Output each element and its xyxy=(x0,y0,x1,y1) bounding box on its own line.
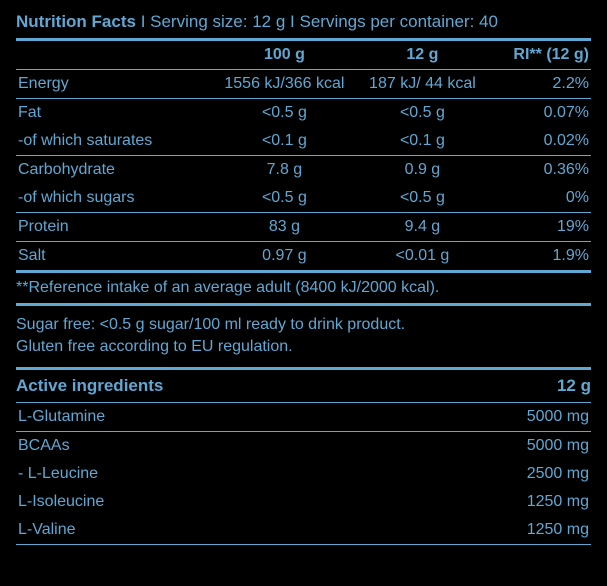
row-100g: 1556 kJ/366 kcal xyxy=(212,70,358,98)
free-notes: Sugar free: <0.5 g sugar/100 ml ready to… xyxy=(16,306,591,367)
nutrition-row: Carbohydrate7.8 g0.9 g0.36% xyxy=(16,156,591,184)
active-amount: 1250 mg xyxy=(349,516,591,544)
ri-note: **Reference intake of an average adult (… xyxy=(16,273,591,303)
row-label: Fat xyxy=(16,99,212,127)
row-ri: 0.02% xyxy=(488,127,592,155)
active-amount: 1250 mg xyxy=(349,488,591,516)
row-ri: 0.36% xyxy=(488,156,592,184)
row-12g: <0.5 g xyxy=(357,184,487,212)
header-title: Nutrition Facts xyxy=(16,12,136,31)
row-100g: 0.97 g xyxy=(212,242,358,270)
active-label: L-Glutamine xyxy=(16,403,349,431)
active-row: L-Isoleucine1250 mg xyxy=(16,488,591,516)
row-12g: 187 kJ/ 44 kcal xyxy=(357,70,487,98)
divider-text: I xyxy=(141,12,150,31)
row-12g: 0.9 g xyxy=(357,156,487,184)
row-ri: 0% xyxy=(488,184,592,212)
active-label: L-Valine xyxy=(16,516,349,544)
col-12g: 12 g xyxy=(357,41,487,69)
row-100g: 83 g xyxy=(212,213,358,241)
nutrition-row: Fat<0.5 g<0.5 g0.07% xyxy=(16,99,591,127)
active-row: BCAAs5000 mg xyxy=(16,432,591,460)
serving-size-label: Serving size: xyxy=(150,12,247,31)
row-100g: 7.8 g xyxy=(212,156,358,184)
row-100g: <0.5 g xyxy=(212,184,358,212)
row-ri: 2.2% xyxy=(488,70,592,98)
active-label: BCAAs xyxy=(16,432,349,460)
row-ri: 19% xyxy=(488,213,592,241)
gluten-free-note: Gluten free according to EU regulation. xyxy=(16,336,591,358)
active-amount: 2500 mg xyxy=(349,460,591,488)
row-ri: 0.07% xyxy=(488,99,592,127)
col-ri: RI** (12 g) xyxy=(488,41,592,69)
servings-label: Servings per container: xyxy=(299,12,474,31)
active-label: L-Isoleucine xyxy=(16,488,349,516)
nutrition-row: -of which saturates<0.1 g<0.1 g0.02% xyxy=(16,127,591,155)
nutrition-table: 100 g 12 g RI** (12 g) Energy1556 kJ/366… xyxy=(16,41,591,273)
row-label: Energy xyxy=(16,70,212,98)
active-row: - L-Leucine2500 mg xyxy=(16,460,591,488)
row-label: Protein xyxy=(16,213,212,241)
nutrition-panel: Nutrition Facts I Serving size: 12 g I S… xyxy=(0,0,607,586)
row-12g: 9.4 g xyxy=(357,213,487,241)
row-label: Salt xyxy=(16,242,212,270)
active-ingredients-header: Active ingredients 12 g xyxy=(16,370,591,402)
active-col: 12 g xyxy=(557,376,591,396)
sugar-free-note: Sugar free: <0.5 g sugar/100 ml ready to… xyxy=(16,314,591,336)
active-row: L-Glutamine5000 mg xyxy=(16,403,591,431)
separator xyxy=(16,544,591,545)
row-12g: <0.01 g xyxy=(357,242,487,270)
header-line: Nutrition Facts I Serving size: 12 g I S… xyxy=(16,12,591,38)
active-amount: 5000 mg xyxy=(349,403,591,431)
col-100g: 100 g xyxy=(212,41,358,69)
column-header-row: 100 g 12 g RI** (12 g) xyxy=(16,41,591,69)
active-ingredients-table: L-Glutamine5000 mgBCAAs5000 mg- L-Leucin… xyxy=(16,403,591,545)
nutrition-row: Energy1556 kJ/366 kcal187 kJ/ 44 kcal2.2… xyxy=(16,70,591,98)
nutrition-row: Protein83 g9.4 g19% xyxy=(16,213,591,241)
row-100g: <0.1 g xyxy=(212,127,358,155)
serving-size-value: 12 g xyxy=(252,12,285,31)
active-amount: 5000 mg xyxy=(349,432,591,460)
row-label: Carbohydrate xyxy=(16,156,212,184)
row-100g: <0.5 g xyxy=(212,99,358,127)
active-label: - L-Leucine xyxy=(16,460,349,488)
row-label: -of which sugars xyxy=(16,184,212,212)
row-12g: <0.5 g xyxy=(357,99,487,127)
nutrition-row: Salt0.97 g<0.01 g1.9% xyxy=(16,242,591,270)
nutrition-row: -of which sugars<0.5 g<0.5 g0% xyxy=(16,184,591,212)
row-12g: <0.1 g xyxy=(357,127,487,155)
active-row: L-Valine1250 mg xyxy=(16,516,591,544)
row-ri: 1.9% xyxy=(488,242,592,270)
active-title: Active ingredients xyxy=(16,376,163,396)
row-label: -of which saturates xyxy=(16,127,212,155)
servings-value: 40 xyxy=(479,12,498,31)
